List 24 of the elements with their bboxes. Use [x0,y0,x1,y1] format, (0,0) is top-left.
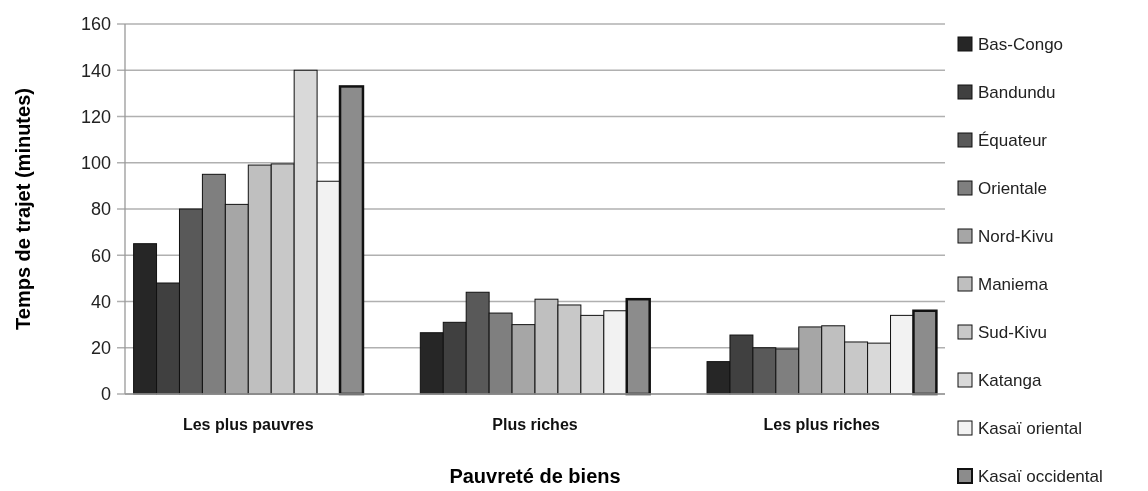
legend-label: Bandundu [978,82,1056,102]
legend-label: Sud-Kivu [978,322,1047,342]
legend-label: Kasaï occidental [978,466,1103,486]
legend-label: Nord-Kivu [978,226,1054,246]
x-tick-label: Les plus riches [763,416,881,433]
legend-label: Orientale [978,178,1047,198]
y-tick-label: 40 [90,291,111,312]
y-tick-label: 60 [90,245,111,266]
legend-label: Bas-Congo [978,34,1064,54]
legend-label: Kasaï oriental [978,418,1082,438]
legend-label: Équateur [978,130,1048,150]
y-tick-label: 20 [90,338,111,359]
x-tick-label: Les plus pauvres [182,416,314,433]
legend-label: Maniema [978,274,1049,294]
y-tick-label: 120 [80,106,111,127]
y-tick-label: 160 [80,14,111,35]
y-tick-label: 0 [100,384,111,405]
y-tick-label: 100 [80,153,111,174]
x-axis-title: Pauvreté de biens [449,465,621,487]
x-tick-label: Plus riches [492,416,578,433]
y-axis-title: Temps de trajet (minutes) [12,88,34,330]
y-tick-label: 80 [90,199,111,220]
legend-label: Katanga [978,370,1042,390]
y-tick-label: 140 [80,60,111,81]
